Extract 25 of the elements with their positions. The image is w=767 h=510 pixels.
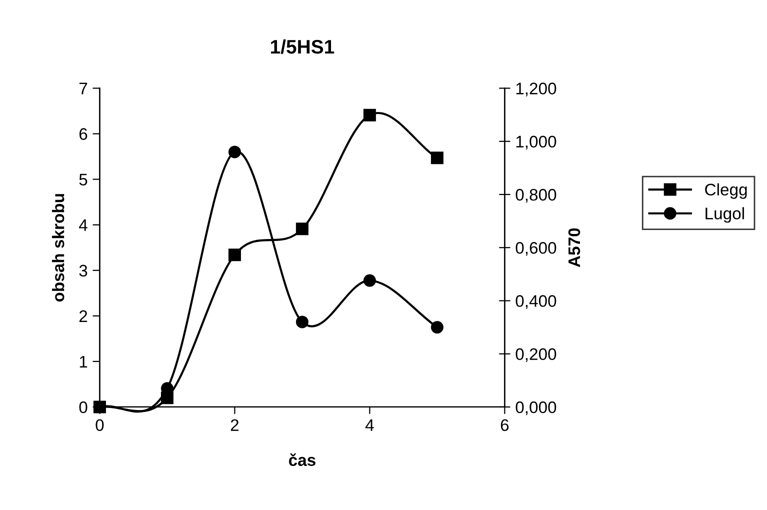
y-tick-label: 3 (79, 264, 88, 277)
y-tick-label: 7 (79, 82, 88, 94)
y-tick-label: 5 (79, 174, 88, 186)
y-tick-label: 6 (79, 128, 88, 140)
y2-tick-label: 0,600 (516, 242, 556, 256)
y2-tick-label: 1,000 (516, 136, 556, 150)
x-tick-label: 6 (500, 419, 509, 432)
y-axis-title: obsah skrobu (52, 194, 64, 302)
x-tick-label: 2 (230, 419, 238, 431)
legend-label: Clegg (705, 183, 747, 199)
y-tick-label: 2 (79, 310, 88, 322)
y2-tick-label: 0,400 (516, 295, 556, 309)
y-tick-label: 4 (79, 219, 88, 231)
y2-tick-label: 1,200 (516, 82, 556, 96)
y-tick-label: 0 (79, 401, 88, 414)
y2-tick-label: 0,000 (516, 401, 556, 416)
y2-tick-label: 0,200 (516, 348, 556, 362)
x-tick-label: 0 (96, 419, 104, 432)
legend-label: Lugol (706, 207, 744, 223)
y2-axis-title: A570 (568, 228, 580, 268)
x-axis-title: čas (288, 453, 316, 466)
y2-tick-label: 0,800 (516, 188, 556, 203)
x-tick-label: 4 (365, 419, 374, 431)
y-tick-label: 1 (80, 356, 88, 368)
chart-title: 1/5HS1 (270, 39, 334, 54)
